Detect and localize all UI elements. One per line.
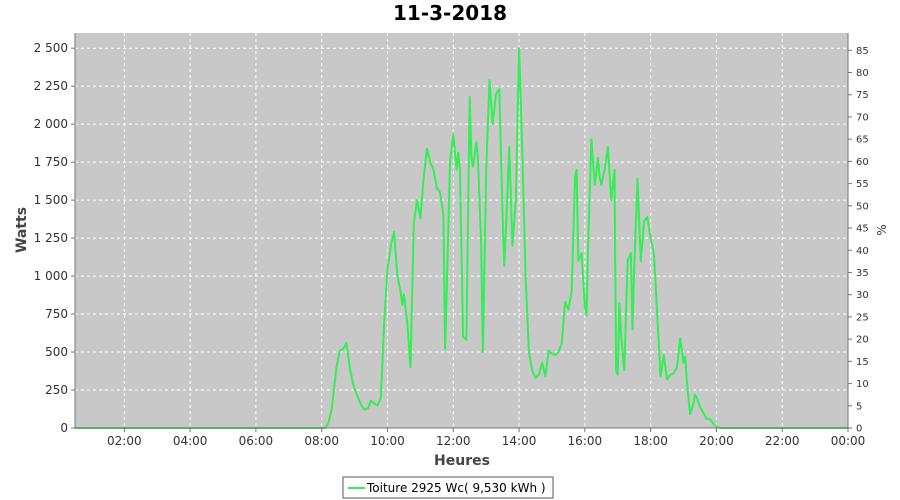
y-tick-label: 750 <box>45 307 68 321</box>
y2-tick-label: 40 <box>856 246 869 257</box>
legend-label: Toiture 2925 Wc( 9,530 kWh ) <box>366 481 546 495</box>
x-axis-label: Heures <box>434 453 490 469</box>
y2-tick-label: 25 <box>856 312 869 323</box>
series-line <box>75 47 848 429</box>
y-tick-label: 2 250 <box>34 79 68 93</box>
y-axis-label: Watts <box>14 207 30 253</box>
y-tick-label: 2 000 <box>34 117 68 131</box>
series-layer <box>75 47 848 429</box>
legend: Toiture 2925 Wc( 9,530 kWh ) <box>342 476 554 499</box>
x-tick-label: 16:00 <box>568 434 603 448</box>
chart-title: 11-3-2018 <box>393 1 507 25</box>
y2-tick-label: 5 <box>856 401 862 412</box>
y2-tick-label: 75 <box>856 90 869 101</box>
y-tick-label: 1 750 <box>34 155 68 169</box>
x-tick-label: 20:00 <box>699 434 734 448</box>
y-axis-ticks: 0 250 500 750 1 000 1 250 1 500 1 750 2 000 2 250… <box>34 41 75 435</box>
x-tick-label: 04:00 <box>173 434 208 448</box>
x-tick-label: 02:00 <box>107 434 142 448</box>
x-tick-label: 12:00 <box>436 434 471 448</box>
y2-axis-label: % <box>875 224 889 235</box>
y2-tick-label: 35 <box>856 268 869 279</box>
x-tick-label: 06:00 <box>239 434 274 448</box>
x-tick-label: 10:00 <box>370 434 405 448</box>
y2-tick-label: 45 <box>856 224 869 235</box>
y-tick-label: 1 000 <box>34 269 68 283</box>
y-tick-label: 500 <box>45 345 68 359</box>
y2-tick-label: 15 <box>856 357 869 368</box>
y-tick-label: 1 250 <box>34 231 68 245</box>
y-tick-label: 250 <box>45 383 68 397</box>
y2-tick-label: 20 <box>856 335 869 346</box>
x-tick-label: 14:00 <box>502 434 537 448</box>
y2-tick-label: 50 <box>856 201 869 212</box>
x-tick-label: 18:00 <box>633 434 668 448</box>
y2-tick-label: 70 <box>856 112 869 123</box>
y2-axis-ticks: 0 5 10 15 20 25 30 35 40 45 50 55 60 65 70 75 80 85 <box>848 46 869 435</box>
y2-tick-label: 65 <box>856 135 869 146</box>
y-tick-label: 0 <box>60 421 68 435</box>
legend-box <box>342 476 554 499</box>
y2-tick-label: 60 <box>856 157 869 168</box>
y-tick-label: 1 500 <box>34 193 68 207</box>
y2-tick-label: 10 <box>856 379 869 390</box>
y-gridlines <box>75 47 848 429</box>
y-tick-label: 2 500 <box>34 41 68 55</box>
x-tick-label: 08:00 <box>304 434 339 448</box>
y2-tick-label: 55 <box>856 179 869 190</box>
x-axis-ticks: 02:00 04:00 06:00 08:00 10:00 12:00 14:00 16:00… <box>107 428 865 448</box>
x-tick-label: 00:00 <box>831 434 866 448</box>
y2-tick-label: 80 <box>856 68 869 79</box>
x-tick-label: 22:00 <box>765 434 800 448</box>
y2-tick-label: 30 <box>856 290 869 301</box>
y2-tick-label: 0 <box>856 424 862 435</box>
y2-tick-label: 85 <box>856 46 869 57</box>
